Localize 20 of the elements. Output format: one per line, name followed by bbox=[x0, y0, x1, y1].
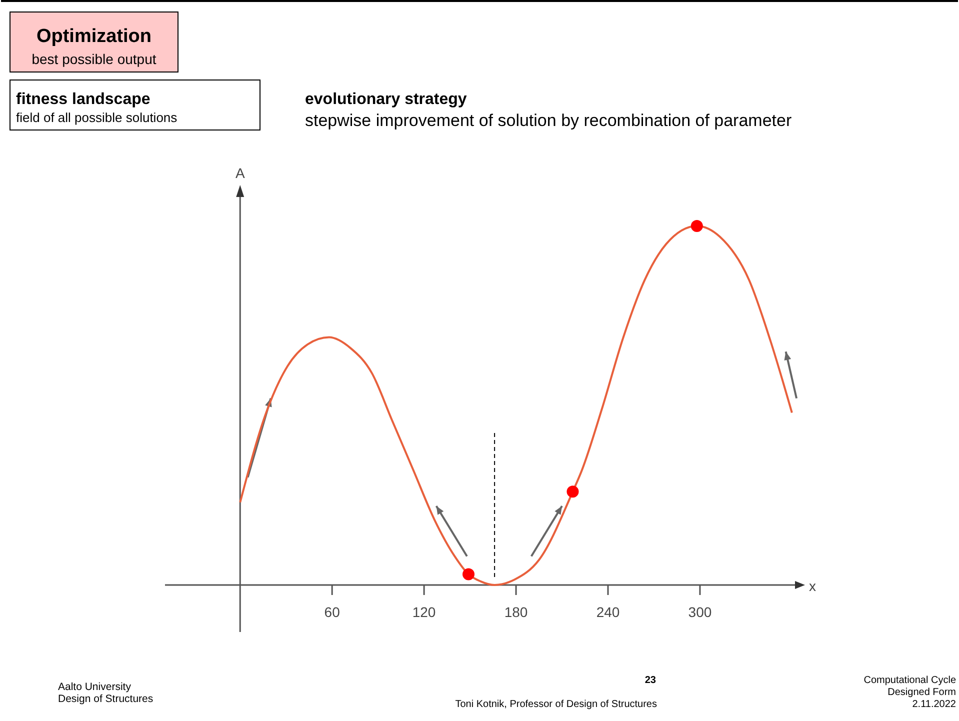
x-tick-label: 60 bbox=[324, 604, 340, 620]
text: Computational Cycle bbox=[864, 675, 956, 686]
text: Designed Form bbox=[888, 687, 956, 698]
x-tick-label: 180 bbox=[504, 604, 528, 620]
text: Toni Kotnik, Professor of Design of Structures bbox=[455, 699, 657, 710]
text: 2.11.2022 bbox=[912, 699, 956, 710]
x-axis-title: x bbox=[809, 578, 816, 594]
x-tick-label: 120 bbox=[412, 604, 436, 620]
x-tick-label: 240 bbox=[596, 604, 620, 620]
chart-subtitle: best possible output bbox=[32, 51, 156, 67]
chart-title: Optimization bbox=[36, 26, 152, 47]
text: Aalto University bbox=[58, 681, 132, 693]
y-axis-title: A bbox=[235, 165, 246, 181]
text: fitness landscape bbox=[16, 91, 150, 108]
text: Design of Structures bbox=[58, 693, 154, 705]
text: field of all possible solutions bbox=[16, 110, 178, 125]
text: 23 bbox=[644, 675, 656, 686]
x-tick-label: 300 bbox=[688, 604, 712, 620]
text: evolutionary strategy bbox=[305, 91, 467, 108]
text: stepwise improvement of solution by recombination of parameter bbox=[305, 111, 792, 130]
